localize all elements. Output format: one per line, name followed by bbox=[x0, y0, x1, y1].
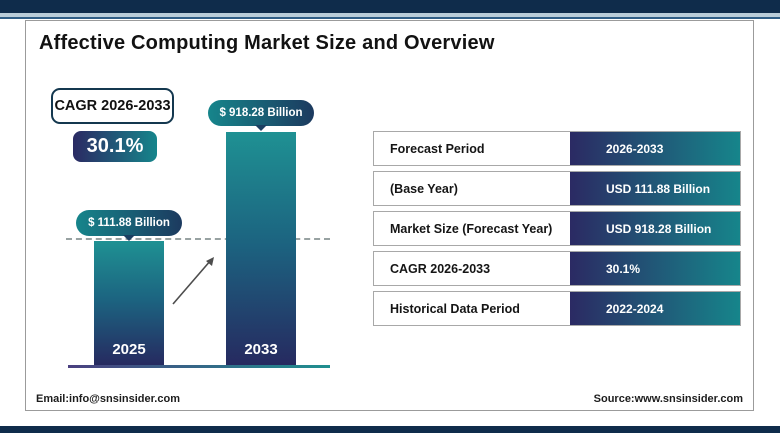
bar-2025: 2025 bbox=[94, 241, 164, 365]
cagr-label-box: CAGR 2026-2033 bbox=[51, 88, 174, 124]
cagr-label: CAGR 2026-2033 bbox=[54, 98, 171, 114]
source-text: Source:www.snsinsider.com bbox=[593, 393, 743, 405]
table-row-value: USD 111.88 Billion bbox=[570, 172, 740, 205]
table-row-label: Market Size (Forecast Year) bbox=[390, 221, 553, 236]
top-light-stripe bbox=[0, 13, 780, 17]
contact-email: Email:info@snsinsider.com bbox=[36, 393, 180, 405]
bottom-navy-bar bbox=[0, 426, 780, 433]
growth-arrow-icon bbox=[172, 257, 214, 305]
callout-pointer bbox=[255, 125, 267, 131]
content-frame: Affective Computing Market Size and Over… bbox=[25, 20, 754, 411]
table-row-label: CAGR 2026-2033 bbox=[390, 261, 491, 276]
value-callout-2025: $ 111.88 Billion bbox=[76, 210, 182, 241]
value-callout-2033-text: $ 918.28 Billion bbox=[219, 107, 303, 119]
table-row: Market Size (Forecast Year) USD 918.28 B… bbox=[373, 211, 741, 246]
value-callout-2033: $ 918.28 Billion bbox=[208, 100, 314, 131]
table-row-value: 30.1% bbox=[570, 252, 740, 285]
table-row: CAGR 2026-2033 30.1% bbox=[373, 251, 741, 286]
table-row: Historical Data Period 2022-2024 bbox=[373, 291, 741, 326]
x-axis-line bbox=[68, 365, 330, 368]
table-row-value: 2026-2033 bbox=[570, 132, 740, 165]
reference-dashed-line bbox=[66, 238, 330, 240]
top-blue-line bbox=[0, 17, 780, 19]
table-row-value: USD 918.28 Billion bbox=[570, 212, 740, 245]
bar-2033: 2033 bbox=[226, 132, 296, 365]
table-row: (Base Year) USD 111.88 Billion bbox=[373, 171, 741, 206]
page-title: Affective Computing Market Size and Over… bbox=[39, 32, 495, 54]
table-row: Forecast Period 2026-2033 bbox=[373, 131, 741, 166]
table-row-value: 2022-2024 bbox=[570, 292, 740, 325]
table-row-label: Forecast Period bbox=[390, 141, 485, 156]
value-callout-2025-text: $ 111.88 Billion bbox=[88, 217, 170, 229]
cagr-value-badge: 30.1% bbox=[73, 131, 157, 162]
top-navy-bar bbox=[0, 0, 780, 13]
table-row-label: (Base Year) bbox=[390, 181, 458, 196]
callout-pointer bbox=[123, 235, 135, 241]
bar-2033-year-label: 2033 bbox=[244, 341, 278, 358]
bar-2025-year-label: 2025 bbox=[112, 341, 146, 358]
table-row-label: Historical Data Period bbox=[390, 301, 520, 316]
summary-table: Forecast Period 2026-2033 (Base Year) US… bbox=[373, 131, 741, 326]
